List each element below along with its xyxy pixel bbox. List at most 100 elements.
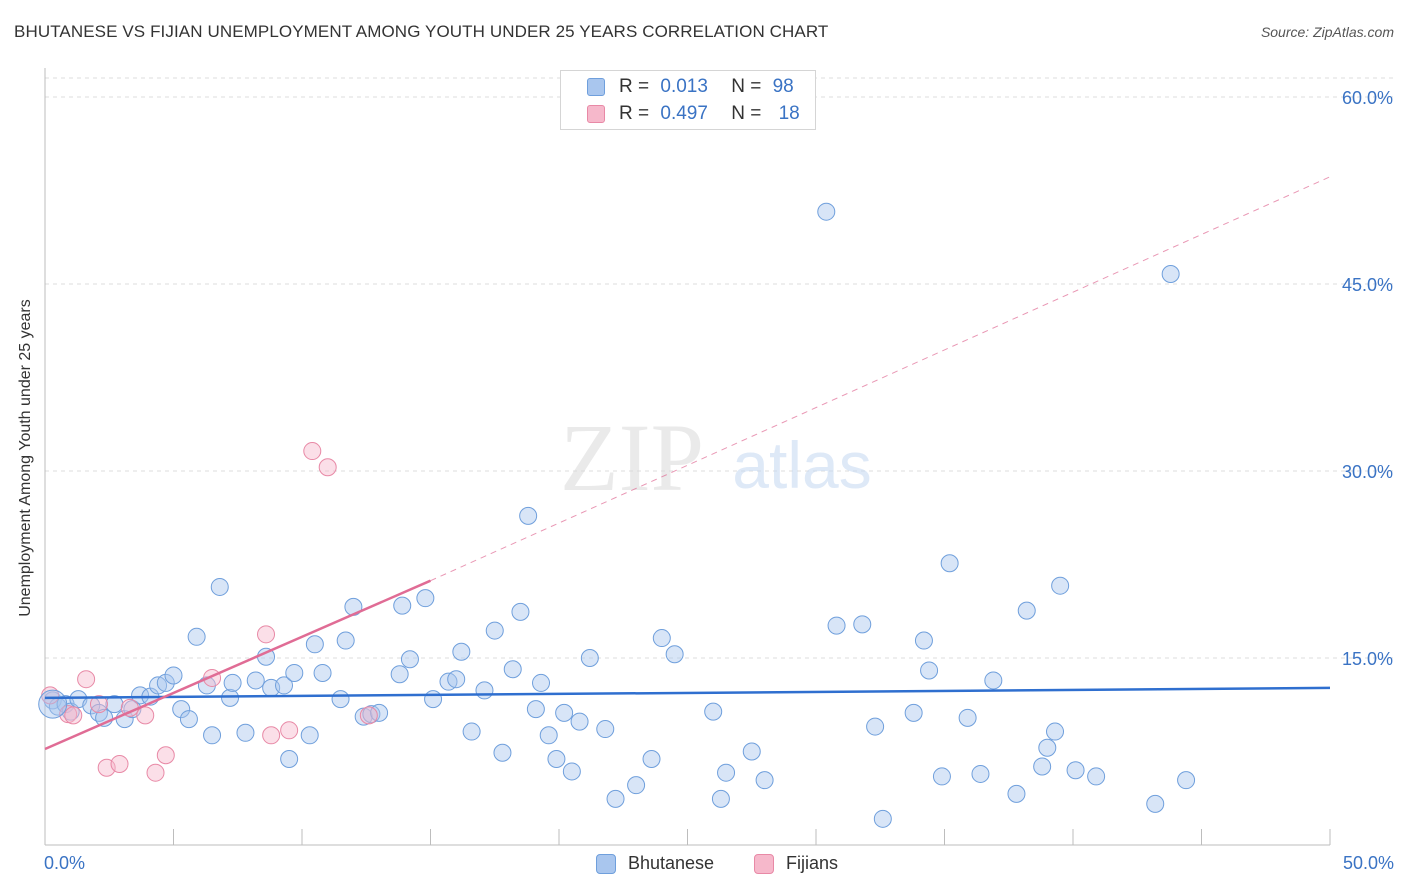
bhutanese-point-62	[580, 649, 599, 667]
bhutanese-point-42	[400, 650, 419, 669]
fijians-point-13	[262, 726, 281, 745]
n-label: N =	[731, 103, 762, 124]
bhutanese-point-18	[187, 627, 206, 646]
trend-line-bhutanese	[44, 686, 1331, 700]
bhutanese-point-29	[280, 749, 299, 768]
bhutanese-point-17	[179, 710, 198, 729]
bhutanese-point-66	[642, 749, 661, 768]
bhutanese-point-31	[300, 726, 319, 745]
bhutanese-point-80	[914, 631, 933, 650]
fijians-point-9	[146, 763, 165, 782]
y-tick-labels: 15.0% 30.0% 45.0% 60.0%	[1342, 88, 1393, 669]
trend-lines	[430, 176, 1331, 582]
bhutanese-point-67	[652, 629, 671, 648]
bhutanese-point-82	[932, 767, 951, 786]
legend-swatch-fijians	[754, 854, 774, 874]
y-axis-label: Unemployment Among Youth under 25 years	[17, 299, 34, 617]
data-points	[38, 202, 1196, 828]
bhutanese-point-54	[519, 506, 538, 525]
bhutanese-point-16	[172, 700, 191, 719]
bhutanese-point-68	[665, 645, 684, 664]
r-value: 0.013	[660, 76, 708, 97]
r-label: R =	[619, 103, 650, 124]
fijians-point-17	[359, 706, 378, 725]
bhutanese-point-59	[555, 703, 574, 722]
fijians-point-16	[318, 458, 337, 477]
legend-swatch-bhutanese	[596, 854, 616, 874]
fijians-point-10	[156, 746, 175, 765]
bhutanese-point-25	[246, 671, 265, 690]
bhutanese-point-70	[711, 789, 730, 808]
bhutanese-point-48	[462, 722, 481, 741]
bhutanese-point-47	[452, 642, 471, 661]
swatch-fijians	[587, 105, 605, 123]
swatch-bhutanese	[587, 78, 605, 96]
bhutanese-point-46	[447, 670, 466, 689]
bhutanese-point-81	[920, 661, 939, 680]
bhutanese-point-78	[873, 809, 892, 828]
bhutanese-point-93	[1066, 761, 1085, 780]
stats-legend: R = 0.013 N = 98 R = 0.497 N = 18	[560, 70, 816, 130]
r-value: 0.497	[660, 103, 708, 124]
bhutanese-point-56	[532, 673, 551, 692]
legend-label-bhutanese: Bhutanese	[628, 853, 715, 873]
bhutanese-point-14	[156, 673, 175, 692]
fijians-point-12	[257, 625, 276, 644]
bhutanese-point-92	[1051, 576, 1070, 595]
bhutanese-point-24	[236, 723, 255, 742]
bhutanese-point-69	[704, 702, 723, 721]
bhutanese-point-83	[940, 554, 959, 573]
x-tick-label-max: 50.0%	[1342, 853, 1394, 873]
bhutanese-point-74	[817, 202, 836, 221]
bhutanese-point-34	[331, 690, 350, 709]
bhutanese-point-28	[275, 676, 294, 695]
y-tick-label-1: 30.0%	[1342, 462, 1393, 482]
bhutanese-point-72	[742, 742, 761, 761]
bhutanese-point-21	[210, 577, 229, 596]
fijians-point-8	[136, 706, 155, 725]
r-label: R =	[619, 76, 650, 97]
y-tick-label-0: 15.0%	[1342, 649, 1393, 669]
bhutanese-point-49	[475, 681, 494, 700]
bhutanese-point-44	[424, 690, 443, 709]
bhutanese-point-71	[717, 763, 736, 782]
fijians-point-15	[303, 442, 322, 461]
trend-extension-1	[430, 176, 1331, 582]
bhutanese-point-61	[570, 712, 589, 731]
bhutanese-point-35	[336, 631, 355, 650]
watermark-atlas: atlas	[732, 428, 871, 502]
bhutanese-point-76	[853, 615, 872, 634]
bhutanese-point-77	[866, 717, 885, 736]
bhutanese-point-85	[971, 764, 990, 783]
bhutanese-point-22	[221, 688, 240, 707]
bhutanese-point-79	[904, 703, 923, 722]
fijians-point-2	[64, 706, 83, 725]
bhutanese-point-75	[827, 616, 846, 635]
bhutanese-point-58	[547, 749, 566, 768]
n-value: 98	[772, 76, 794, 97]
fijians-point-3	[77, 670, 96, 689]
bhutanese-point-96	[1161, 265, 1180, 284]
legend-label-fijians: Fijians	[786, 853, 839, 873]
source-label: Source: ZipAtlas.com	[1260, 24, 1394, 40]
bhutanese-point-86	[984, 671, 1003, 690]
n-value: 18	[778, 103, 800, 124]
axes	[44, 68, 1331, 846]
bhutanese-point-95	[1146, 794, 1165, 813]
bhutanese-point-23	[223, 673, 242, 692]
trend-line-fijians	[44, 579, 432, 751]
bhutanese-point-53	[511, 602, 530, 621]
bhutanese-point-60	[562, 762, 581, 781]
bhutanese-point-32	[305, 635, 324, 654]
x-tick-label-min: 0.0%	[44, 853, 86, 873]
bhutanese-point-89	[1033, 757, 1052, 776]
bhutanese-point-87	[1007, 784, 1026, 803]
bhutanese-point-88	[1017, 601, 1036, 620]
bhutanese-point-52	[503, 660, 522, 679]
chart-title: BHUTANESE VS FIJIAN UNEMPLOYMENT AMONG Y…	[14, 22, 829, 41]
bhutanese-point-20	[203, 726, 222, 745]
bhutanese-point-63	[596, 720, 615, 739]
bhutanese-point-73	[755, 771, 774, 790]
bhutanese-point-15	[164, 666, 183, 685]
